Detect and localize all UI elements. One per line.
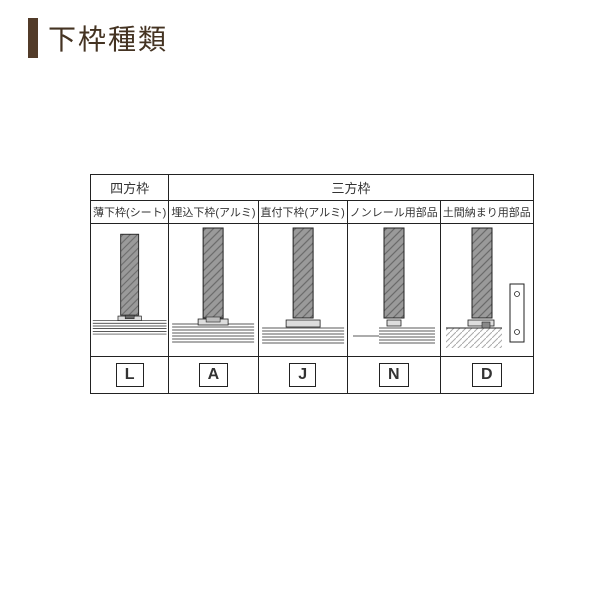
type-code-A: A <box>169 357 258 394</box>
diagram-N <box>347 224 440 357</box>
subheader-4: 土間納まり用部品 <box>440 201 533 224</box>
diagram-D <box>440 224 533 357</box>
title-accent-bar <box>28 18 38 58</box>
frame-type-table: 四方枠三方枠 薄下枠(シート)埋込下枠(アルミ)直付下枠(アルミ)ノンレール用部… <box>90 174 520 394</box>
type-code-L: L <box>91 357 169 394</box>
type-code-label: A <box>199 363 229 387</box>
title-text: 下枠種類 <box>48 18 168 58</box>
header-group-1: 三方枠 <box>169 175 533 201</box>
section-title: 下枠種類 <box>28 18 168 58</box>
diagram-A <box>169 224 258 357</box>
header-group-0: 四方枠 <box>91 175 169 201</box>
type-code-label: L <box>116 363 144 387</box>
subheader-3: ノンレール用部品 <box>347 201 440 224</box>
type-code-label: N <box>379 363 409 387</box>
type-code-N: N <box>347 357 440 394</box>
diagram-J <box>258 224 347 357</box>
subheader-2: 直付下枠(アルミ) <box>258 201 347 224</box>
diagram-L <box>91 224 169 357</box>
subheader-0: 薄下枠(シート) <box>91 201 169 224</box>
type-code-label: J <box>289 363 316 387</box>
type-code-label: D <box>472 363 502 387</box>
type-code-D: D <box>440 357 533 394</box>
subheader-1: 埋込下枠(アルミ) <box>169 201 258 224</box>
type-code-J: J <box>258 357 347 394</box>
